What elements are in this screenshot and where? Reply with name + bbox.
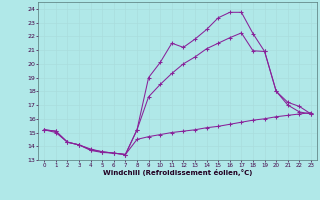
X-axis label: Windchill (Refroidissement éolien,°C): Windchill (Refroidissement éolien,°C) bbox=[103, 169, 252, 176]
